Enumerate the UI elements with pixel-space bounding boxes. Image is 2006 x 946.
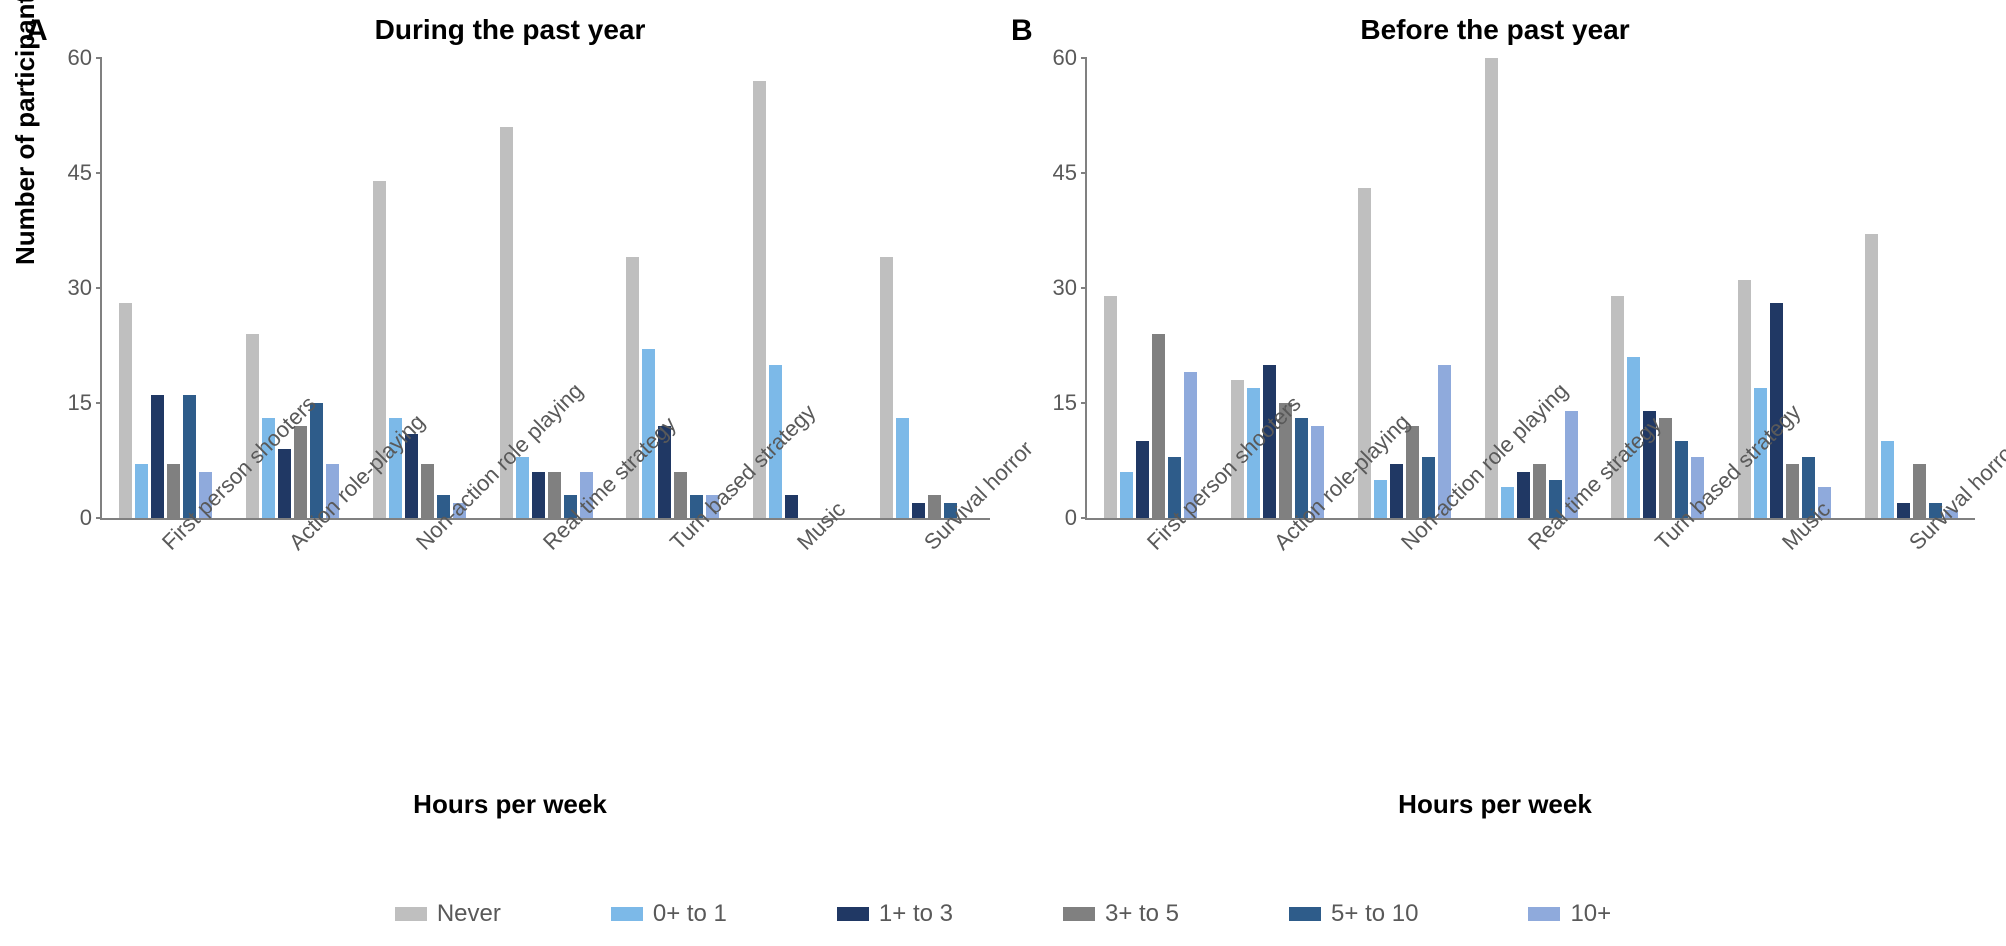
legend-item: 0+ to 1 <box>611 900 727 928</box>
legend-item: 10+ <box>1528 900 1611 928</box>
bar <box>912 503 925 518</box>
bar <box>294 426 307 518</box>
legend-label: 1+ to 3 <box>879 900 953 928</box>
panel-b-groups <box>1087 58 1975 518</box>
bar <box>1913 464 1926 518</box>
y-tick-label: 15 <box>68 390 92 416</box>
category-label-slot: Non-action role playing <box>1339 522 1466 782</box>
legend-label: 5+ to 10 <box>1331 900 1418 928</box>
panel-b-title: Before the past year <box>1005 14 1985 46</box>
bar <box>1881 441 1894 518</box>
legend: Never 0+ to 1 1+ to 3 3+ to 5 5+ to 10 10+ <box>0 900 2006 928</box>
bar <box>880 257 893 518</box>
legend-item: 3+ to 5 <box>1063 900 1179 928</box>
bar <box>1517 472 1530 518</box>
bar <box>1897 503 1910 518</box>
bar <box>674 472 687 518</box>
category-label-slot: Action role-playing <box>227 522 354 782</box>
bar <box>1390 464 1403 518</box>
legend-swatch <box>1063 907 1095 921</box>
figure-root: A During the past year Number of partici… <box>0 0 2006 946</box>
category-label-slot: Turn based strategy <box>1594 522 1721 782</box>
legend-swatch <box>395 907 427 921</box>
bar-group <box>1848 234 1975 518</box>
legend-item: Never <box>395 900 501 928</box>
panel-a: A During the past year Number of partici… <box>20 10 1000 820</box>
panel-a-catlabels: First person shootersAction role-playing… <box>100 522 990 782</box>
y-tick-label: 60 <box>1053 45 1077 71</box>
legend-label: 3+ to 5 <box>1105 900 1179 928</box>
bar <box>1374 480 1387 518</box>
y-tick-label: 30 <box>68 275 92 301</box>
bar <box>1501 487 1514 518</box>
legend-swatch <box>837 907 869 921</box>
bar <box>1865 234 1878 518</box>
panel-a-plot: 015304560 <box>100 58 990 520</box>
bar <box>1120 472 1133 518</box>
category-label-slot: First person shooters <box>1085 522 1212 782</box>
bar-group <box>863 257 990 518</box>
y-axis-title: Number of participants <box>10 0 41 265</box>
y-tick-label: 45 <box>1053 160 1077 186</box>
category-label-slot: Real time strategy <box>481 522 608 782</box>
legend-item: 5+ to 10 <box>1289 900 1418 928</box>
panel-a-groups <box>102 58 990 518</box>
bar <box>532 472 545 518</box>
bar <box>1136 441 1149 518</box>
panel-b-xtitle: Hours per week <box>1005 789 1985 820</box>
category-label-slot: Survival horror <box>1848 522 1975 782</box>
y-tick-label: 45 <box>68 160 92 186</box>
bar <box>278 449 291 518</box>
bar <box>1611 296 1624 518</box>
bar <box>167 464 180 518</box>
category-label-slot: First person shooters <box>100 522 227 782</box>
bar <box>421 464 434 518</box>
bar <box>1152 334 1165 518</box>
bar <box>1786 464 1799 518</box>
panel-b-catlabels: First person shootersAction role-playing… <box>1085 522 1975 782</box>
category-label-slot: Music <box>1721 522 1848 782</box>
category-label-slot: Turn based strategy <box>609 522 736 782</box>
y-tick-label: 30 <box>1053 275 1077 301</box>
bar <box>785 495 798 518</box>
y-tick-label: 0 <box>80 505 92 531</box>
panel-b-plot: 015304560 <box>1085 58 1975 520</box>
category-label-slot: Music <box>736 522 863 782</box>
legend-label: Never <box>437 900 501 928</box>
bar <box>119 303 132 518</box>
y-tick-label: 15 <box>1053 390 1077 416</box>
bar <box>151 395 164 518</box>
bar <box>928 495 941 518</box>
panel-a-title: During the past year <box>20 14 1000 46</box>
bar <box>1533 464 1546 518</box>
category-label-slot: Non-action role playing <box>354 522 481 782</box>
legend-item: 1+ to 3 <box>837 900 953 928</box>
bar <box>1406 426 1419 518</box>
legend-label: 0+ to 1 <box>653 900 727 928</box>
bar <box>135 464 148 518</box>
bar <box>246 334 259 518</box>
y-tick-label: 0 <box>1065 505 1077 531</box>
legend-swatch <box>611 907 643 921</box>
bar <box>548 472 561 518</box>
category-label-slot: Real time strategy <box>1466 522 1593 782</box>
legend-label: 10+ <box>1570 900 1611 928</box>
legend-swatch <box>1528 907 1560 921</box>
y-tick-label: 60 <box>68 45 92 71</box>
category-label-slot: Action role-playing <box>1212 522 1339 782</box>
category-label-slot: Survival horror <box>863 522 990 782</box>
bar <box>896 418 909 518</box>
legend-swatch <box>1289 907 1321 921</box>
panel-b: B Before the past year 015304560 First p… <box>1005 10 1985 820</box>
panel-a-xtitle: Hours per week <box>20 789 1000 820</box>
bar <box>1104 296 1117 518</box>
